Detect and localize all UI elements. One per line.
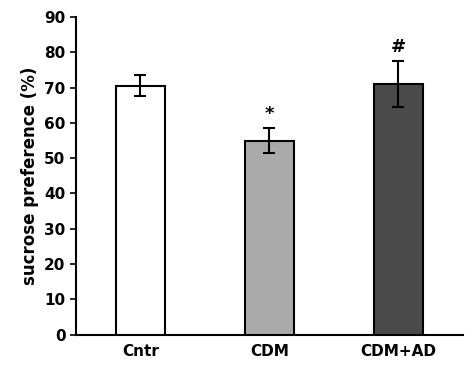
- Text: #: #: [391, 38, 406, 56]
- Bar: [116, 86, 165, 335]
- Y-axis label: sucrose preference (%): sucrose preference (%): [20, 67, 38, 285]
- Text: *: *: [264, 105, 274, 123]
- Bar: [245, 141, 294, 335]
- Bar: [374, 84, 423, 335]
